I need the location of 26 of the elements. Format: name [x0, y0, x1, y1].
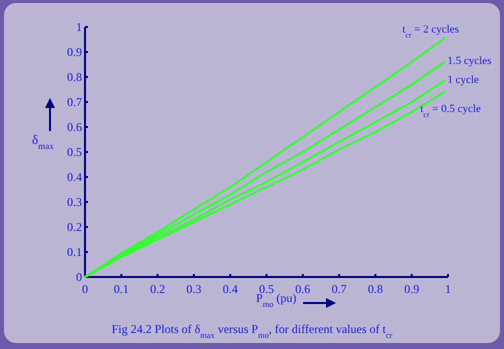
series-label: t$_{cr}$ = 0.5 cycle: [420, 103, 481, 118]
x-tick-label: 0.4: [222, 282, 238, 296]
y-tick-label: 0: [76, 270, 82, 284]
y-axis-title: δ$_{max}$: [32, 132, 54, 151]
caption: Fig 24.2 Plots of δ$_{max}$ versus P$_{mo}$, for different values of t$_{cr}$: [112, 322, 393, 340]
x-tick-label: 0.8: [368, 282, 383, 296]
y-tick-label: 0.5: [67, 145, 82, 159]
y-tick-label: 0.2: [67, 220, 82, 234]
y-tick-label: 0.8: [67, 70, 82, 84]
x-tick-label: 0.2: [150, 282, 166, 296]
x-tick-label: 0.7: [332, 282, 347, 296]
series-label: 1 cycle: [447, 74, 479, 86]
x-tick-label: 1: [445, 282, 451, 296]
x-tick-label: 0.1: [114, 282, 129, 296]
y-tick-label: 0.3: [67, 195, 82, 209]
y-tick-label: 0.9: [67, 45, 82, 59]
y-tick-label: 1: [76, 20, 82, 34]
x-tick-label: 0.6: [295, 282, 310, 296]
x-tick-label: 0.9: [404, 282, 420, 296]
y-tick-label: 0.1: [67, 245, 82, 259]
y-tick-label: 0.7: [67, 95, 82, 109]
series-label: t$_{cr}$ = 2 cycles: [402, 23, 459, 39]
y-tick-label: 0.6: [67, 120, 82, 134]
x-tick-label: 0.3: [186, 282, 202, 296]
series-label: 1.5 cycles: [447, 55, 492, 67]
y-tick-label: 0.4: [67, 170, 82, 184]
